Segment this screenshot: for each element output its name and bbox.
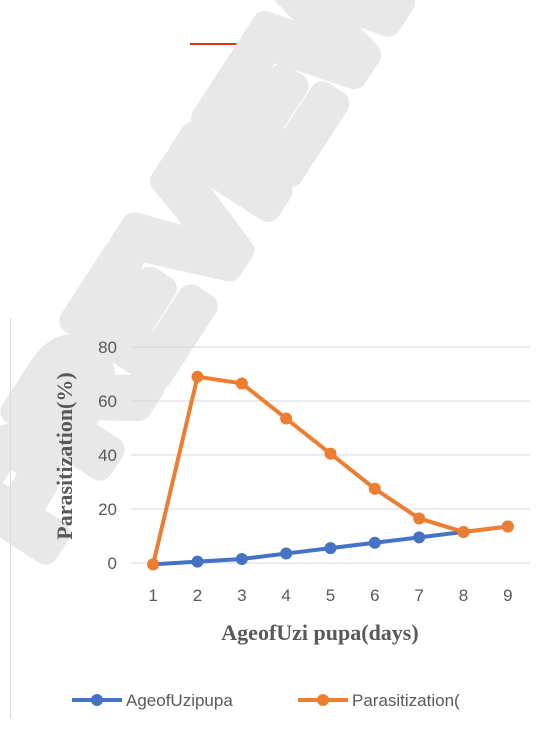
x-tick-label: 9 — [503, 586, 512, 605]
data-point — [280, 412, 293, 425]
data-point — [457, 525, 470, 538]
data-point — [324, 447, 337, 460]
x-tick-label: 8 — [459, 586, 468, 605]
data-point — [191, 370, 204, 383]
data-point — [501, 520, 514, 533]
legend: AgeofUzipupa Parasitization( — [72, 691, 460, 710]
data-point — [191, 555, 204, 568]
y-tick-label: 40 — [98, 446, 117, 465]
data-point — [368, 536, 381, 549]
x-axis-ticks: 1 2 3 4 5 6 7 8 9 — [148, 586, 512, 605]
y-axis-ticks: 0 20 40 60 80 — [98, 338, 117, 573]
series-line — [151, 374, 510, 567]
y-tick-label: 80 — [98, 338, 117, 357]
y-tick-label: 60 — [98, 392, 117, 411]
x-tick-label: 4 — [281, 586, 290, 605]
data-point — [147, 558, 160, 571]
data-point — [413, 512, 426, 525]
data-point — [235, 552, 248, 565]
x-tick-label: 5 — [326, 586, 335, 605]
x-tick-label: 2 — [193, 586, 202, 605]
data-point — [235, 377, 248, 390]
data-point — [368, 482, 381, 495]
legend-swatch-marker — [91, 694, 103, 706]
y-tick-label: 0 — [108, 554, 117, 573]
y-tick-label: 20 — [98, 500, 117, 519]
x-tick-label: 3 — [237, 586, 246, 605]
series-2 — [147, 370, 514, 571]
x-tick-label: 7 — [414, 586, 423, 605]
data-point — [413, 531, 426, 544]
data-point — [324, 542, 337, 555]
legend-swatch-marker — [317, 694, 329, 706]
legend-item: Parasitization( — [298, 691, 460, 710]
red-underline-decoration — [190, 43, 302, 45]
legend-label: Parasitization( — [352, 691, 460, 710]
series — [147, 370, 514, 571]
data-point — [280, 547, 293, 560]
x-axis-title: AgeofUzi pupa(days) — [221, 620, 418, 645]
legend-label: AgeofUzipupa — [126, 691, 233, 710]
x-tick-label: 6 — [370, 586, 379, 605]
chart-panel-border — [10, 318, 11, 718]
y-axis-title: Parasitization(%) — [52, 372, 77, 539]
x-tick-label: 1 — [148, 586, 157, 605]
legend-item: AgeofUzipupa — [72, 691, 233, 710]
